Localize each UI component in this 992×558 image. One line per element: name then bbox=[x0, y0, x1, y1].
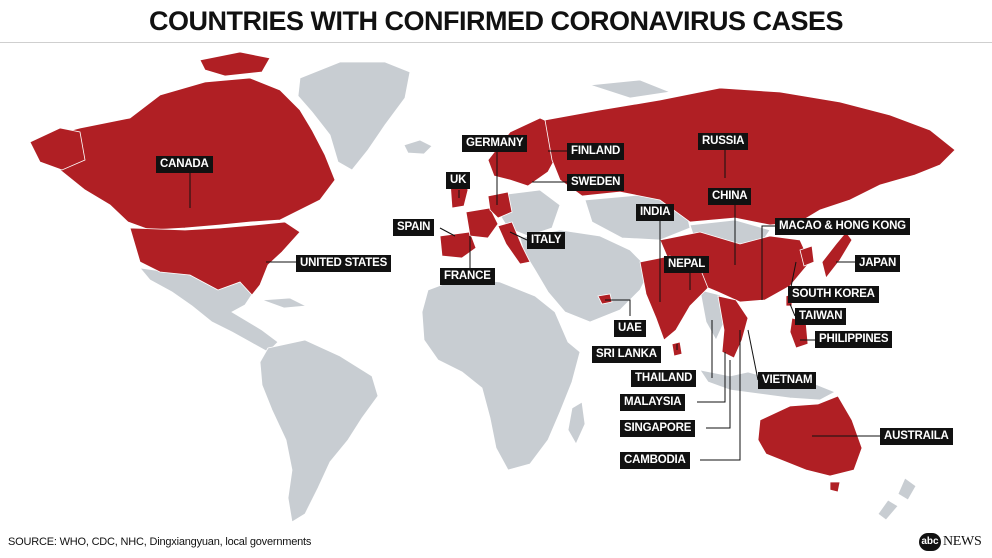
label-philippines: PHILIPPINES bbox=[815, 331, 893, 348]
madagascar bbox=[567, 401, 586, 445]
label-singapore: SINGAPORE bbox=[620, 420, 696, 437]
italy bbox=[497, 221, 531, 265]
leader-spain bbox=[439, 227, 456, 237]
label-cambodia: CAMBODIA bbox=[620, 452, 690, 469]
label-sweden: SWEDEN bbox=[567, 174, 625, 191]
iceland bbox=[403, 139, 433, 155]
label-uae: UAE bbox=[614, 320, 646, 337]
leader-italy bbox=[509, 231, 528, 241]
alaska bbox=[29, 127, 86, 171]
korea bbox=[799, 245, 815, 267]
new-zealand-south bbox=[877, 499, 899, 521]
label-japan: JAPAN bbox=[855, 255, 901, 272]
label-sri-lanka: SRI LANKA bbox=[592, 346, 661, 363]
spain bbox=[439, 231, 477, 259]
tasmania bbox=[829, 481, 841, 493]
greenland bbox=[297, 61, 411, 171]
uae bbox=[597, 293, 613, 305]
label-russia: RUSSIA bbox=[698, 133, 749, 150]
southeast-asia bbox=[717, 295, 749, 359]
germany bbox=[487, 191, 513, 219]
middle-east bbox=[519, 229, 651, 323]
label-france: FRANCE bbox=[440, 268, 495, 285]
canada-arctic bbox=[199, 51, 271, 77]
label-canada: CANADA bbox=[156, 156, 213, 173]
label-nepal: NEPAL bbox=[664, 256, 710, 273]
united-states bbox=[129, 221, 301, 296]
france bbox=[465, 207, 499, 239]
label-malaysia: MALAYSIA bbox=[620, 394, 686, 411]
label-macao-hong-kong: MACAO & HONG KONG bbox=[775, 218, 910, 235]
leader-singapore bbox=[706, 360, 731, 429]
arctic-islands bbox=[589, 79, 672, 99]
leader-malaysia bbox=[697, 352, 726, 403]
leader-macao-hong-kong bbox=[761, 225, 775, 300]
leader-uae bbox=[605, 299, 631, 316]
africa bbox=[421, 277, 581, 471]
label-italy: ITALY bbox=[527, 232, 566, 249]
label-vietnam: VIETNAM bbox=[758, 372, 817, 389]
canada bbox=[34, 77, 336, 231]
caribbean bbox=[261, 297, 308, 309]
label-india: INDIA bbox=[636, 204, 675, 221]
source-note: SOURCE: WHO, CDC, NHC, Dingxiangyuan, lo… bbox=[8, 536, 312, 548]
australia bbox=[757, 395, 863, 477]
map-title: COUNTRIES WITH CONFIRMED CORONAVIRUS CAS… bbox=[148, 6, 844, 36]
label-south-korea: SOUTH KOREA bbox=[788, 286, 879, 303]
label-australia: AUSTRAILA bbox=[880, 428, 953, 445]
label-china: CHINA bbox=[708, 188, 752, 205]
label-germany: GERMANY bbox=[462, 135, 528, 152]
japan bbox=[821, 231, 853, 279]
south-america bbox=[259, 339, 379, 523]
label-thailand: THAILAND bbox=[631, 370, 697, 387]
abc-logo-mark: abc bbox=[919, 533, 941, 551]
title-divider bbox=[0, 42, 992, 43]
label-finland: FINLAND bbox=[567, 143, 625, 160]
leader-taiwan bbox=[789, 303, 796, 317]
abc-logo-text: NEWS bbox=[943, 534, 982, 549]
russia bbox=[544, 87, 956, 226]
new-zealand bbox=[897, 477, 917, 501]
label-taiwan: TAIWAN bbox=[795, 308, 847, 325]
label-united-states: UNITED STATES bbox=[296, 255, 392, 272]
label-spain: SPAIN bbox=[393, 219, 435, 236]
leader-vietnam bbox=[747, 329, 759, 381]
leader-cambodia bbox=[700, 330, 741, 461]
label-uk: UK bbox=[446, 172, 471, 189]
